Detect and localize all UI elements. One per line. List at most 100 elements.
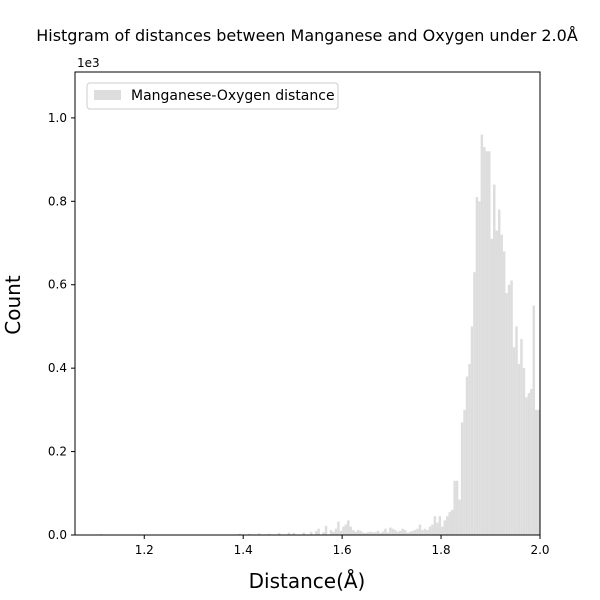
histogram-bar — [238, 533, 241, 535]
histogram-bar — [455, 480, 459, 535]
histogram-bar — [258, 533, 261, 535]
histogram-bar — [391, 528, 395, 535]
legend-swatch — [94, 90, 121, 100]
histogram-bar — [517, 363, 521, 535]
y-tick-label: 0.2 — [48, 445, 67, 459]
histogram-bar — [475, 197, 479, 535]
histogram-bar — [314, 530, 318, 535]
histogram-bar — [413, 529, 417, 535]
histogram-bar — [537, 409, 540, 535]
histogram-bar — [426, 529, 429, 535]
histogram-bar — [530, 389, 533, 535]
histogram-bar — [502, 251, 506, 536]
histogram-bar — [354, 531, 357, 535]
x-tick-label: 1.8 — [432, 543, 451, 557]
histogram-bar — [371, 532, 375, 535]
histogram-bar — [500, 234, 503, 535]
histogram-bar — [322, 532, 325, 535]
histogram-bar — [532, 305, 536, 535]
histogram-bar — [527, 393, 531, 535]
y-axis-offset-label: 1e3 — [77, 56, 100, 70]
histogram-bar — [441, 526, 444, 535]
x-tick-label: 2.0 — [530, 543, 549, 557]
histogram-bar — [384, 528, 387, 535]
histogram-bar — [473, 272, 476, 535]
histogram-bar — [332, 531, 335, 535]
histogram-bar — [344, 524, 348, 535]
y-tick-label: 1.0 — [48, 111, 67, 125]
y-tick-label: 0.4 — [48, 361, 67, 375]
histogram-bar — [309, 531, 313, 535]
histogram-bar — [356, 529, 360, 535]
histogram-bar — [267, 533, 271, 535]
histogram-bars — [99, 134, 540, 536]
histogram-bar — [453, 480, 456, 535]
histogram-bar — [287, 532, 291, 535]
histogram-bar — [438, 516, 442, 535]
histogram-bar — [366, 532, 370, 535]
histogram-bar — [495, 230, 498, 535]
histogram-bar — [470, 326, 474, 535]
histogram-bar — [421, 529, 424, 535]
y-axis-ticks: 0.0 0.2 0.4 0.6 0.8 1.0 — [48, 111, 75, 542]
histogram-bar — [483, 147, 486, 535]
histogram-bar — [352, 529, 355, 535]
histogram-bar — [463, 409, 466, 535]
histogram-bar — [490, 238, 493, 535]
histogram-bar — [515, 326, 518, 535]
histogram-bar — [497, 209, 501, 535]
histogram-bar — [369, 531, 372, 535]
histogram-bar — [460, 422, 464, 535]
histogram-bar — [535, 409, 538, 535]
legend: Manganese-Oxygen distance — [86, 82, 339, 110]
histogram-bar — [525, 397, 528, 535]
histogram-bar — [411, 530, 414, 535]
histogram-bar — [488, 151, 491, 535]
x-axis-ticks: 1.2 1.4 1.6 1.8 2.0 — [135, 535, 550, 557]
histogram-bar — [448, 512, 451, 535]
histogram-bar — [406, 532, 409, 535]
histogram-bar — [394, 529, 397, 535]
histogram-bar — [401, 528, 404, 535]
histogram-bar — [485, 151, 489, 535]
histogram-bar — [418, 524, 422, 535]
histogram-bar — [399, 530, 402, 535]
histogram-bar — [376, 530, 380, 535]
histogram-bar — [337, 521, 340, 535]
histogram-bar — [386, 532, 390, 535]
histogram-bar — [277, 532, 281, 535]
histogram-bar — [443, 520, 447, 535]
histogram-bar — [465, 376, 469, 535]
histogram-bar — [458, 499, 461, 535]
histogram-bar — [364, 532, 367, 535]
y-tick-label: 0.0 — [48, 528, 67, 542]
legend-box — [86, 82, 339, 110]
histogram-bar — [334, 528, 338, 535]
histogram-bar — [361, 532, 365, 535]
x-tick-label: 1.6 — [333, 543, 352, 557]
histogram-bar — [431, 524, 434, 535]
x-tick-label: 1.4 — [234, 543, 253, 557]
histogram-bar — [349, 526, 353, 535]
histogram-bar — [480, 134, 484, 535]
histogram-bar — [396, 531, 400, 535]
y-axis-label: Count — [1, 275, 25, 335]
legend-label: Manganese-Oxygen distance — [131, 88, 335, 104]
histogram-bar — [342, 526, 345, 535]
histogram-bar — [512, 347, 516, 535]
histogram-bar — [374, 532, 377, 535]
histogram-bar — [317, 528, 320, 535]
histogram-bar — [433, 516, 437, 535]
histogram-bar — [381, 531, 385, 535]
histogram-bar — [507, 284, 511, 535]
plot-frame — [74, 71, 541, 536]
histogram-bar — [436, 522, 439, 535]
histogram-bar — [520, 338, 523, 535]
histogram-bar — [416, 528, 419, 535]
histogram-bar — [446, 516, 449, 535]
histogram-bar — [329, 529, 333, 535]
histogram-bar — [324, 525, 328, 535]
x-tick-label: 1.2 — [135, 543, 154, 557]
histogram-bar — [428, 526, 432, 535]
